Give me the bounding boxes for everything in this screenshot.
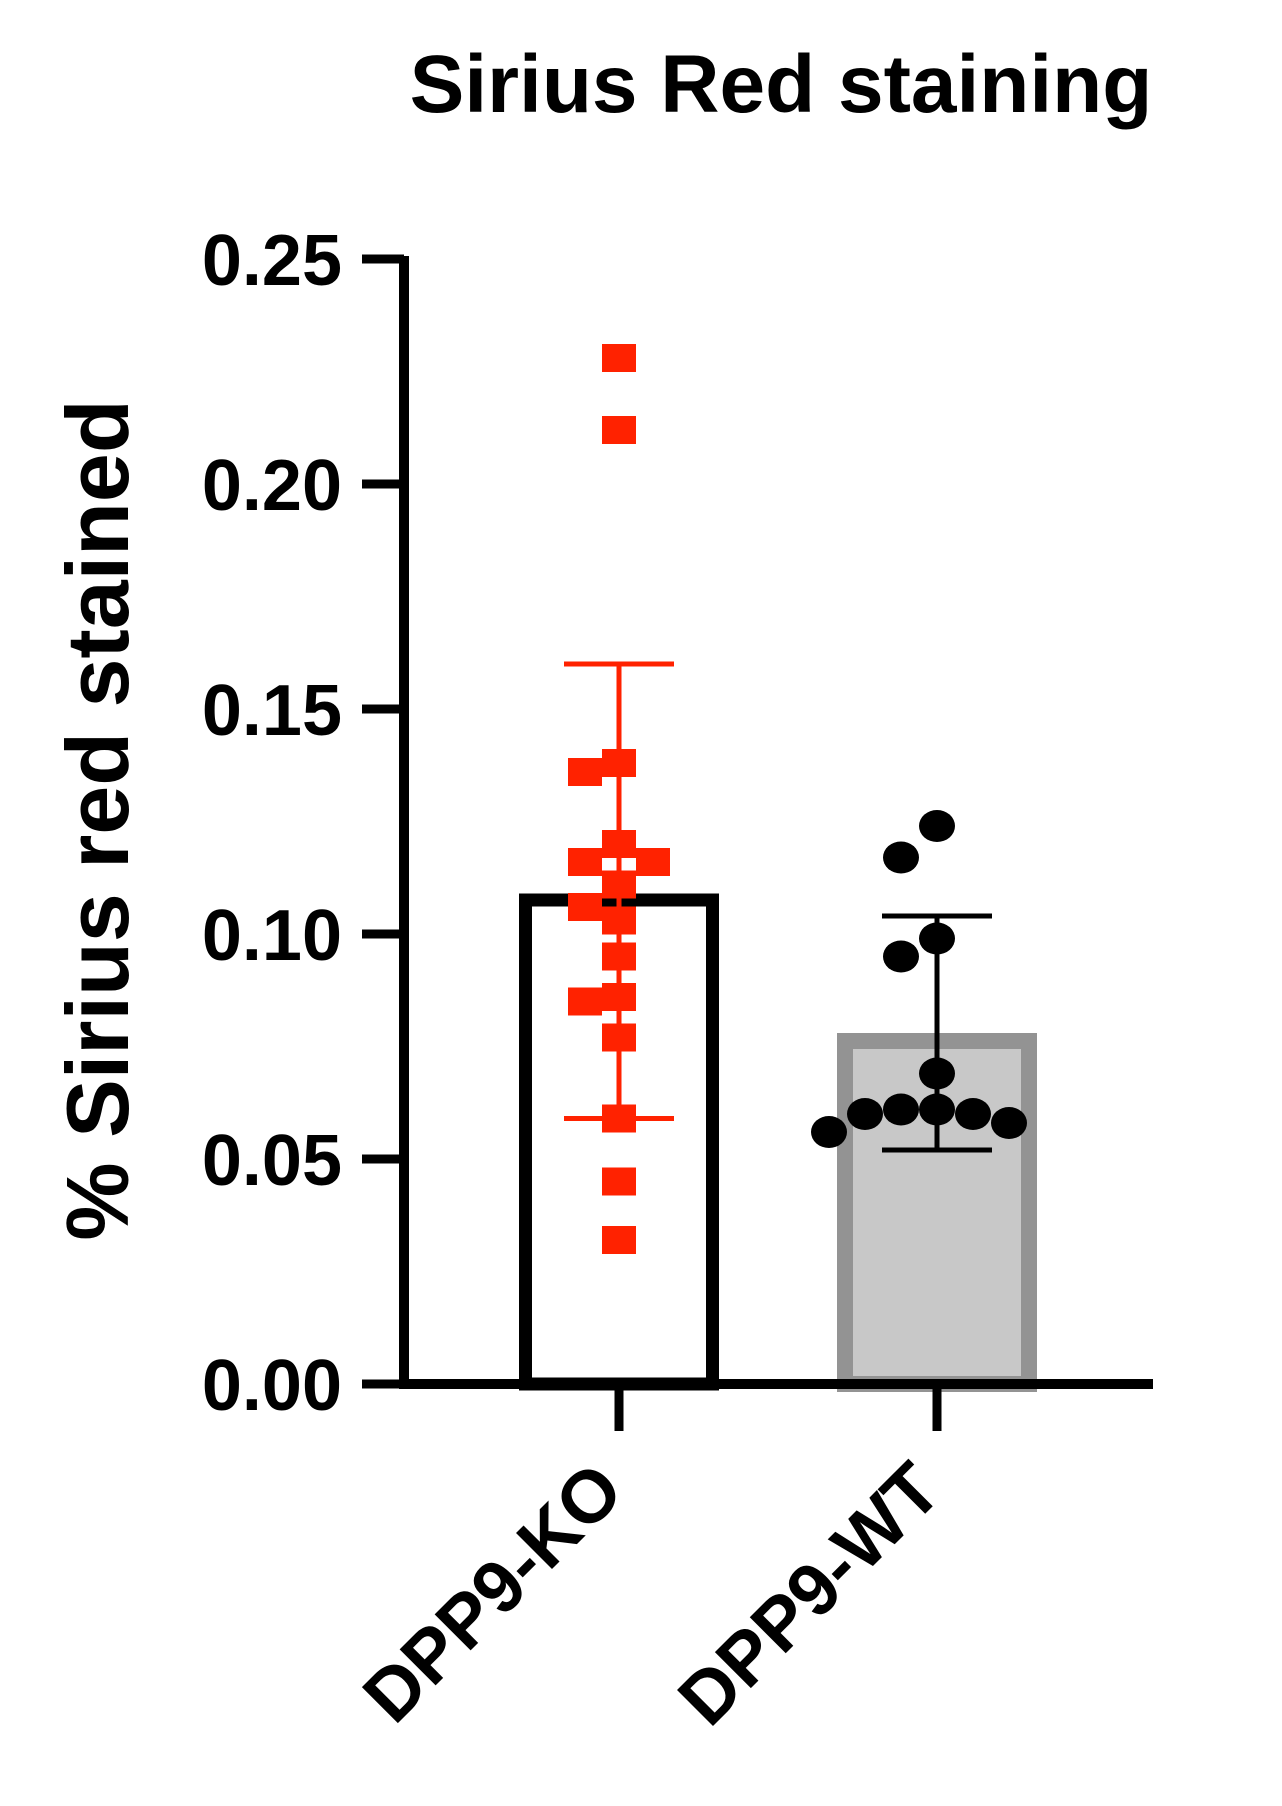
data-point-ko bbox=[568, 987, 602, 1016]
data-point-ko bbox=[568, 848, 602, 876]
y-tick-label: 0.00 bbox=[202, 1346, 342, 1426]
data-point-ko bbox=[602, 1226, 636, 1254]
data-point-wt bbox=[991, 1107, 1027, 1139]
y-tick-label: 0.10 bbox=[202, 896, 342, 976]
data-point-wt bbox=[883, 841, 919, 874]
data-point-ko bbox=[602, 1167, 636, 1196]
y-axis-label: % Sirius red stained bbox=[48, 399, 147, 1240]
y-tick-label: 0.25 bbox=[202, 221, 342, 301]
data-point-wt bbox=[811, 1116, 847, 1148]
data-point-wt bbox=[883, 940, 919, 973]
data-point-wt bbox=[919, 810, 955, 842]
y-tick-label: 0.15 bbox=[202, 671, 342, 751]
x-tick-label: DPP9-KO bbox=[347, 1447, 638, 1738]
data-point-wt bbox=[955, 1098, 991, 1130]
y-tick-label: 0.20 bbox=[202, 446, 342, 526]
data-point-ko bbox=[636, 848, 670, 876]
data-point-ko bbox=[568, 893, 602, 921]
data-point-wt bbox=[883, 1093, 919, 1126]
data-point-ko bbox=[568, 758, 602, 786]
y-tick-label: 0.05 bbox=[202, 1121, 342, 1201]
data-point-ko bbox=[602, 416, 636, 444]
chart-title: Sirius Red staining bbox=[410, 39, 1153, 130]
data-point-ko bbox=[602, 344, 636, 372]
data-point-wt bbox=[847, 1098, 883, 1130]
x-tick-label: DPP9-WT bbox=[662, 1447, 956, 1741]
